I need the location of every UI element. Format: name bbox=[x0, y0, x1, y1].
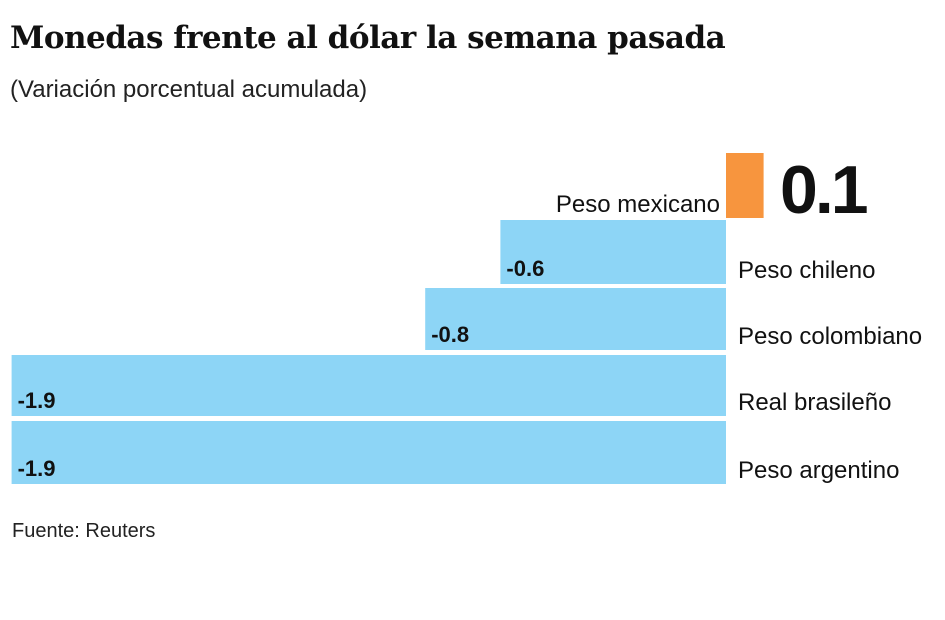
category-label: Peso colombiano bbox=[738, 323, 922, 350]
source-note: Fuente: Reuters bbox=[12, 520, 156, 542]
value-label: -0.8 bbox=[431, 322, 469, 347]
chart-title: Monedas frente al dólar la semana pasada bbox=[10, 20, 726, 56]
category-label: Peso mexicano bbox=[556, 191, 720, 218]
category-label: Peso argentino bbox=[738, 457, 899, 484]
bar-1 bbox=[500, 220, 726, 284]
value-label: -1.9 bbox=[18, 456, 56, 481]
value-label: -0.6 bbox=[506, 256, 544, 281]
bar-3 bbox=[11, 355, 727, 416]
category-label: Real brasileño bbox=[738, 389, 891, 416]
bar-4 bbox=[11, 421, 727, 484]
chart-subtitle: (Variación porcentual acumulada) bbox=[10, 76, 368, 103]
value-label: 0.1 bbox=[780, 152, 867, 228]
value-label: -1.9 bbox=[18, 388, 56, 413]
bar-2 bbox=[425, 288, 726, 350]
category-label: Peso chileno bbox=[738, 257, 875, 284]
bar-0 bbox=[726, 153, 764, 218]
